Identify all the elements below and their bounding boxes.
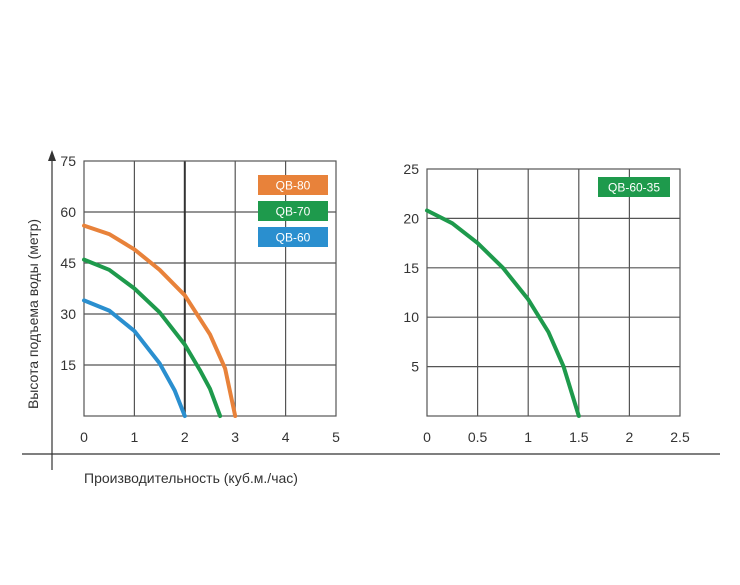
x-tick-label: 4 <box>282 429 290 445</box>
y-tick-label: 20 <box>403 210 419 226</box>
series-line-qb-70 <box>82 257 223 418</box>
y-tick-label: 5 <box>411 359 419 375</box>
plot-frame <box>83 160 337 417</box>
y-axis-title: Высота подъема воды (метр) <box>25 219 41 409</box>
x-tick-label: 2.5 <box>670 429 690 445</box>
series-line-qb-60 <box>82 298 187 418</box>
x-tick-label: 0 <box>423 429 431 445</box>
legend-label: QB-80 <box>276 179 311 193</box>
y-tick-label: 30 <box>60 306 76 322</box>
y-tick-label: 75 <box>60 153 76 169</box>
series-line-qb-60-35 <box>425 208 581 418</box>
legend-swatch <box>598 177 670 197</box>
x-tick-label: 0 <box>80 429 88 445</box>
y-tick-label: 10 <box>403 309 419 325</box>
chart-right: 0 0.5 1 1.5 2 2.5 5 10 15 20 25 QB-60-35 <box>403 161 690 445</box>
y-tick-label: 15 <box>403 260 419 276</box>
y-tick-label: 25 <box>403 161 419 177</box>
x-tick-label: 5 <box>332 429 340 445</box>
x-tick-label: 2 <box>181 429 189 445</box>
legend-swatch <box>258 175 328 195</box>
legend-label: QB-60-35 <box>608 181 660 195</box>
x-tick-label: 2 <box>626 429 634 445</box>
x-tick-label: 0.5 <box>468 429 488 445</box>
legend-label: QB-70 <box>276 205 311 219</box>
x-tick-label: 3 <box>231 429 239 445</box>
x-tick-label: 1 <box>131 429 139 445</box>
y-tick-label: 60 <box>60 204 76 220</box>
legend-swatch <box>258 201 328 221</box>
y-tick-label: 15 <box>60 357 76 373</box>
x-axis-title: Производительность (куб.м./час) <box>84 470 298 486</box>
x-tick-label: 1 <box>524 429 532 445</box>
series-line-qb-80 <box>82 223 238 418</box>
y-tick-label: 45 <box>60 255 76 271</box>
legend-swatch <box>258 227 328 247</box>
legend-label: QB-60 <box>276 231 311 245</box>
x-tick-label: 1.5 <box>569 429 589 445</box>
plot-frame <box>426 168 681 417</box>
y-axis-arrow <box>48 150 56 161</box>
